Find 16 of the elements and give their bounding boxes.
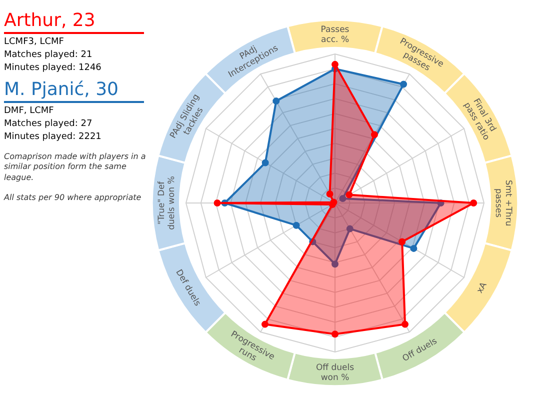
spoke-label: Off duels won % [316,363,355,383]
text: Matches played: 21 [4,50,94,60]
spoke-label: Passes acc. % [320,25,350,45]
spoke-label: Smt +Thru passes [493,180,513,226]
text: DMF, LCMF [4,106,55,116]
text: Comaprison made with players in a similar position form the same league. [4,152,147,184]
text: Minutes played: 2221 [4,132,102,142]
text: Arthur, 23 [4,10,144,34]
spoke-label: xA [475,280,490,296]
text: LCMF3, LCMF [4,37,65,47]
text: M. Pjanić, 30 [4,79,144,103]
spoke-label: Off duels [401,336,440,364]
text: All stats per 90 where appropriate [4,193,142,204]
text: Minutes played: 1246 [4,63,102,73]
spoke-label: "True" Def duels won % [157,176,177,230]
text: Matches played: 27 [4,119,94,129]
